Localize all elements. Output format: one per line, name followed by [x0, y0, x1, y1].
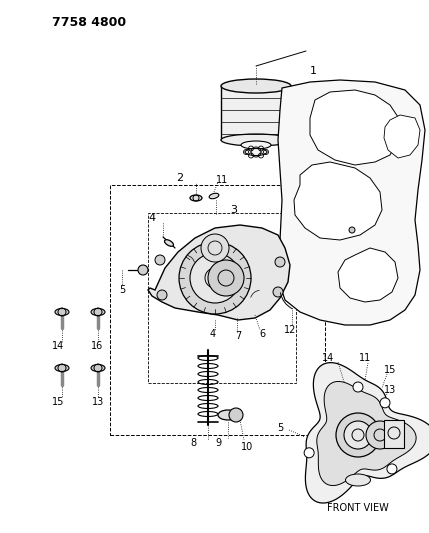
- Ellipse shape: [209, 193, 219, 199]
- Ellipse shape: [55, 365, 69, 372]
- Circle shape: [336, 413, 380, 457]
- Polygon shape: [338, 248, 398, 302]
- Text: 11: 11: [216, 175, 228, 185]
- Ellipse shape: [245, 149, 267, 156]
- Circle shape: [157, 290, 167, 300]
- Text: 5: 5: [277, 423, 283, 433]
- Circle shape: [349, 227, 355, 233]
- Circle shape: [155, 255, 165, 265]
- Bar: [384, 420, 404, 448]
- Text: 11: 11: [359, 353, 371, 363]
- Circle shape: [366, 421, 394, 449]
- Ellipse shape: [241, 141, 271, 149]
- Text: 8: 8: [190, 438, 196, 448]
- Circle shape: [201, 234, 229, 262]
- Circle shape: [229, 408, 243, 422]
- Ellipse shape: [221, 134, 291, 146]
- Bar: [148, 213, 296, 383]
- Text: 13: 13: [92, 397, 104, 407]
- Text: 15: 15: [52, 397, 64, 407]
- Ellipse shape: [221, 79, 291, 93]
- Text: 15: 15: [384, 365, 396, 375]
- Polygon shape: [317, 382, 416, 486]
- Circle shape: [179, 242, 251, 314]
- Circle shape: [304, 448, 314, 458]
- Circle shape: [275, 257, 285, 267]
- Circle shape: [353, 382, 363, 392]
- Text: FRONT VIEW: FRONT VIEW: [327, 503, 389, 513]
- Text: 14: 14: [322, 353, 334, 363]
- Circle shape: [190, 253, 240, 303]
- Text: 7: 7: [235, 331, 241, 341]
- Ellipse shape: [190, 195, 202, 201]
- Text: 9: 9: [215, 438, 221, 448]
- Text: 16: 16: [91, 341, 103, 351]
- Ellipse shape: [91, 309, 105, 316]
- Text: 2: 2: [176, 173, 184, 183]
- Circle shape: [380, 398, 390, 408]
- Text: 5: 5: [119, 285, 125, 295]
- Polygon shape: [305, 362, 429, 503]
- Text: 3: 3: [230, 205, 238, 215]
- Text: 6: 6: [259, 329, 265, 339]
- Polygon shape: [384, 115, 420, 158]
- Circle shape: [208, 260, 244, 296]
- Polygon shape: [148, 225, 290, 320]
- Polygon shape: [310, 90, 400, 165]
- Ellipse shape: [218, 410, 238, 420]
- Circle shape: [273, 287, 283, 297]
- Text: 7758 4800: 7758 4800: [52, 16, 126, 29]
- Text: 14: 14: [52, 341, 64, 351]
- Text: 1: 1: [309, 66, 317, 76]
- Circle shape: [387, 464, 397, 474]
- Polygon shape: [294, 162, 382, 240]
- Circle shape: [344, 421, 372, 449]
- Text: 12: 12: [284, 325, 296, 335]
- Bar: [110, 185, 325, 435]
- Ellipse shape: [55, 309, 69, 316]
- Text: 4: 4: [210, 329, 216, 339]
- Ellipse shape: [164, 240, 173, 246]
- Bar: [221, 86, 291, 140]
- Ellipse shape: [91, 365, 105, 372]
- Text: 4: 4: [148, 213, 156, 223]
- Circle shape: [138, 265, 148, 275]
- Polygon shape: [278, 80, 425, 325]
- Ellipse shape: [345, 474, 371, 486]
- Text: 10: 10: [241, 442, 253, 452]
- Text: 13: 13: [384, 385, 396, 395]
